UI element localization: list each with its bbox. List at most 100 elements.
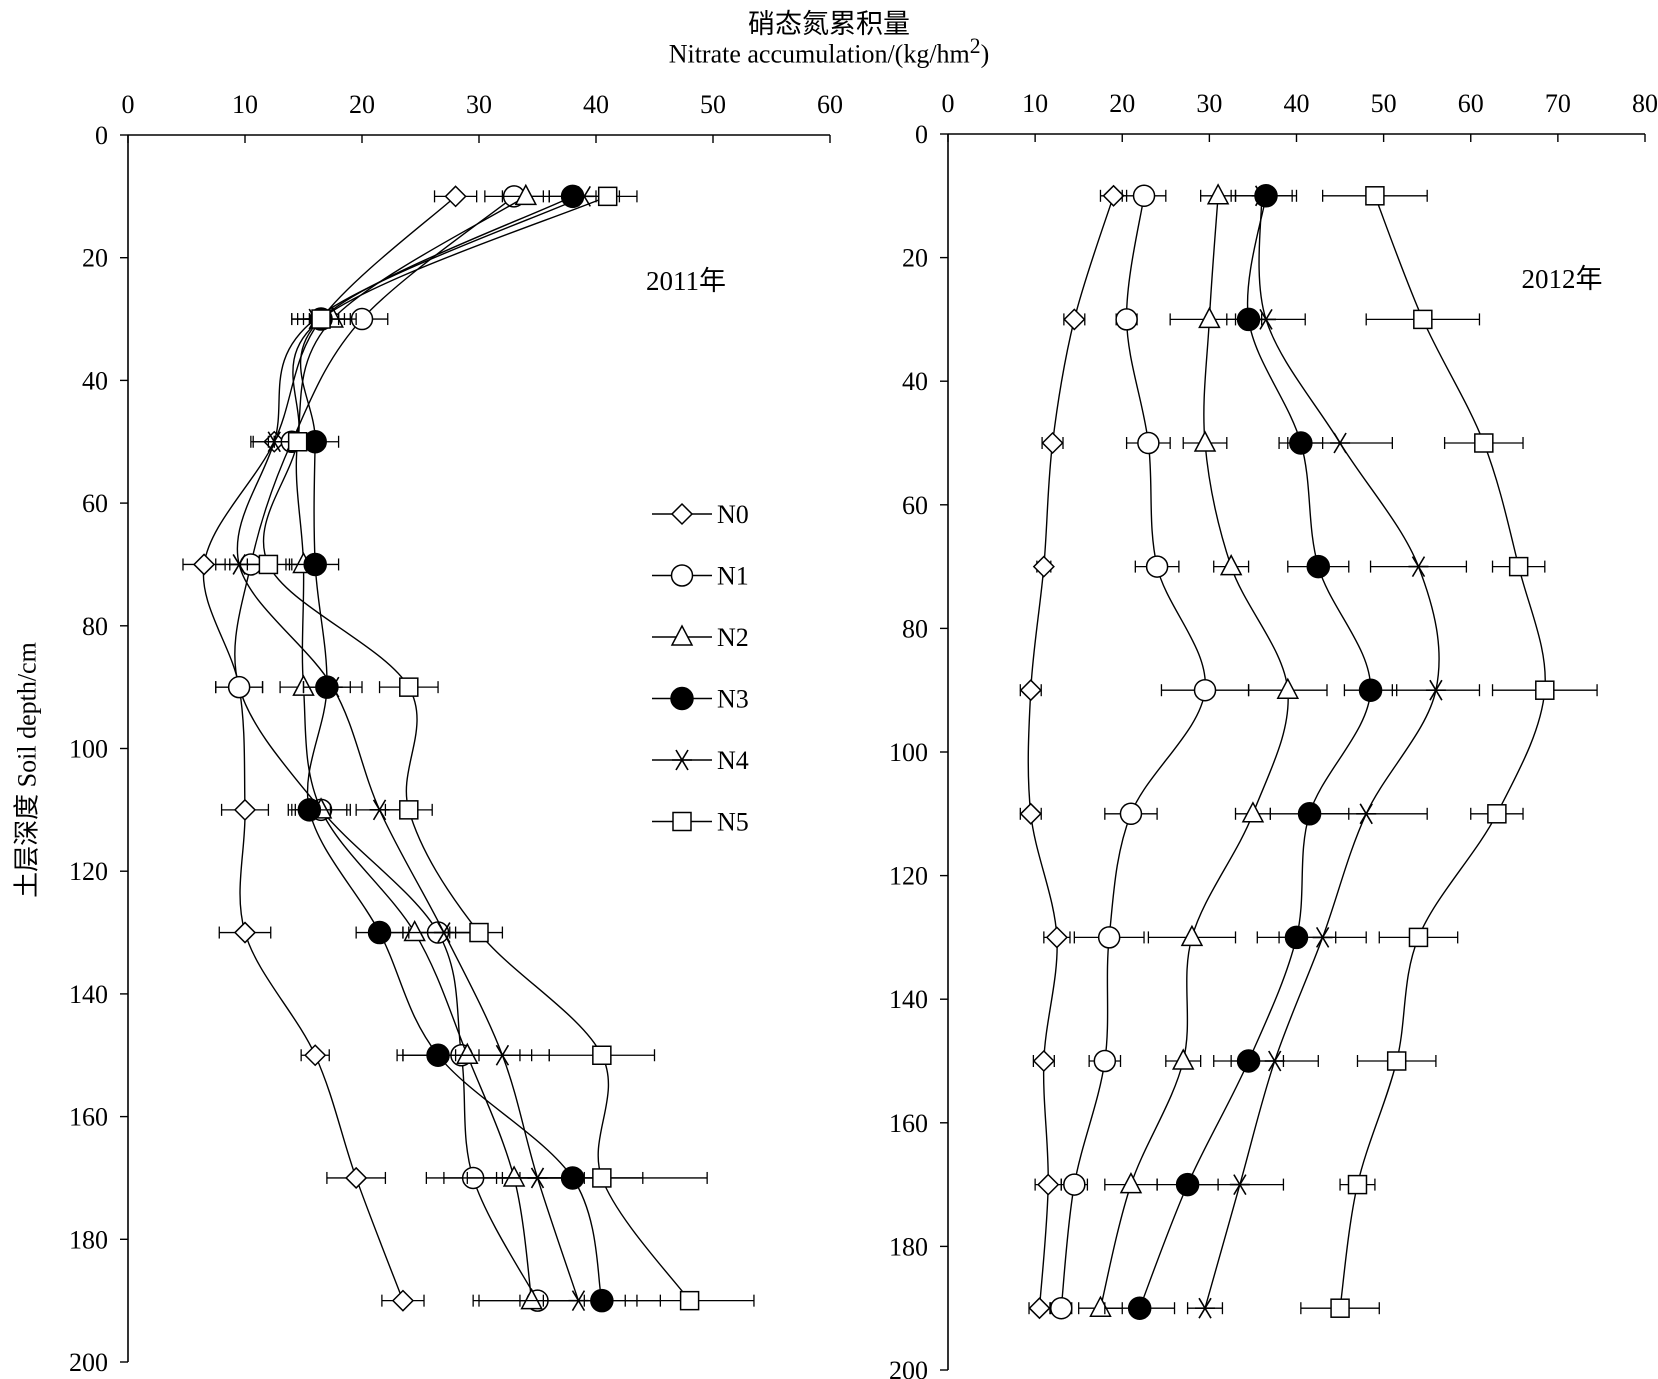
y-axis-label: 土层深度 Soil depth/cm xyxy=(12,642,42,898)
asterisk-stroke xyxy=(437,922,451,943)
data-point-N4 xyxy=(1264,1050,1285,1072)
legend-marker-N4 xyxy=(672,749,692,771)
data-point-N0 xyxy=(345,1166,368,1190)
series-N2 xyxy=(1078,183,1328,1317)
data-point-N4 xyxy=(1330,432,1351,454)
asterisk-stroke xyxy=(1198,1297,1212,1319)
data-point-N0 xyxy=(1045,926,1068,949)
data-point-N5 xyxy=(1508,556,1529,577)
data-point-N0 xyxy=(1041,431,1064,455)
series-line-N4 xyxy=(236,195,585,1301)
data-point-N1 xyxy=(1119,802,1143,826)
data-point-N3 xyxy=(303,552,327,577)
series-N4 xyxy=(215,185,638,1312)
series-line-N1 xyxy=(234,195,539,1301)
data-point-N4 xyxy=(229,554,250,575)
data-point-N1 xyxy=(1145,555,1169,578)
data-point-N1 xyxy=(1093,1049,1117,1073)
asterisk-stroke xyxy=(675,749,689,771)
x-tick-label: 50 xyxy=(700,90,726,119)
y-tick-label: 0 xyxy=(915,120,928,149)
series-N3 xyxy=(287,184,661,1313)
legend-item-N5: N5 xyxy=(652,808,749,837)
data-point-N5 xyxy=(399,800,419,820)
data-point-N2 xyxy=(1198,306,1221,329)
data-point-N2 xyxy=(456,1042,479,1064)
series-line-N5 xyxy=(262,195,691,1302)
data-point-N4 xyxy=(1356,803,1377,825)
legend-item-N1: N1 xyxy=(652,562,749,591)
x-tick-label: 40 xyxy=(1284,89,1310,118)
asterisk-stroke xyxy=(1411,556,1426,578)
data-point-N5 xyxy=(287,432,308,452)
x-tick-label: 10 xyxy=(1022,89,1048,118)
data-point-N3 xyxy=(367,920,392,945)
panel-title: 2011年 xyxy=(646,266,726,296)
asterisk-stroke xyxy=(326,676,340,698)
data-point-N4 xyxy=(492,1044,513,1066)
legend-label: N1 xyxy=(717,562,749,591)
y-tick-label: 160 xyxy=(889,1109,928,1138)
data-point-N1 xyxy=(1050,1296,1073,1320)
legend-marker-N0 xyxy=(670,502,694,526)
data-point-N2 xyxy=(1241,801,1265,823)
data-point-N2 xyxy=(1119,1171,1143,1194)
y-tick-label: 120 xyxy=(889,862,928,891)
series-line-N5 xyxy=(1339,195,1546,1309)
legend-marker-N3 xyxy=(670,686,694,711)
data-point-N5 xyxy=(1487,804,1507,824)
title-en-tail: ) xyxy=(980,39,990,69)
x-tick-label: 30 xyxy=(1196,89,1222,118)
panel-title: 2012年 xyxy=(1522,264,1603,294)
data-point-N5 xyxy=(469,922,489,943)
data-point-N0 xyxy=(444,185,467,208)
x-tick-label: 20 xyxy=(1109,89,1135,118)
data-point-N4 xyxy=(1195,1297,1216,1319)
y-tick-label: 60 xyxy=(902,491,928,520)
legend-item-N3: N3 xyxy=(652,685,749,714)
data-point-N2 xyxy=(1089,1295,1112,1317)
legend-marker-N2 xyxy=(670,624,694,646)
series-N2 xyxy=(273,183,585,1310)
y-tick-label: 160 xyxy=(69,1103,108,1132)
y-tick-label: 140 xyxy=(69,980,108,1009)
data-point-N4 xyxy=(1256,308,1277,330)
series-line-N1 xyxy=(1060,195,1206,1309)
asterisk-stroke xyxy=(232,554,246,575)
asterisk-stroke xyxy=(1429,679,1443,701)
y-tick-label: 20 xyxy=(82,244,108,273)
panel-2012: 0 10 20 30 40 50 60 70 80 0 20 40 60 80 100 120 140 160 18… xyxy=(889,89,1658,1379)
asterisk-stroke xyxy=(1333,432,1347,454)
series-line-N2 xyxy=(1099,195,1289,1309)
x-tick-label: 0 xyxy=(122,90,135,119)
legend-marker-N5 xyxy=(672,811,692,832)
y-tick-label: 200 xyxy=(889,1356,928,1379)
x-tick-label: 30 xyxy=(466,90,492,119)
y-tick-label: 180 xyxy=(69,1225,108,1254)
y-tick-label: 120 xyxy=(69,857,108,886)
data-point-N2 xyxy=(1193,430,1217,452)
series-line-N3 xyxy=(299,195,603,1301)
asterisk-stroke xyxy=(372,799,387,821)
x-tick-label: 60 xyxy=(1458,89,1484,118)
data-point-N2 xyxy=(1180,924,1204,947)
data-point-N4 xyxy=(433,922,454,943)
y-tick-label: 200 xyxy=(69,1348,108,1377)
y-tick-label: 40 xyxy=(82,366,108,395)
series-N0 xyxy=(182,185,478,1312)
legend-item-N4: N4 xyxy=(652,746,749,775)
y-tick-label: 0 xyxy=(95,121,108,150)
data-point-N1 xyxy=(1097,926,1121,949)
data-point-N1 xyxy=(1137,431,1160,455)
y-tick-label: 40 xyxy=(902,367,928,396)
y-tick-label: 60 xyxy=(82,489,108,518)
data-point-N3 xyxy=(426,1043,450,1067)
series-line-N4 xyxy=(1204,195,1440,1309)
data-point-N0 xyxy=(1102,184,1125,207)
data-point-N5 xyxy=(597,186,618,207)
data-point-N5 xyxy=(1386,1051,1407,1071)
series-line-N0 xyxy=(202,195,457,1301)
y-tick-label: 80 xyxy=(82,612,108,641)
asterisk-stroke xyxy=(495,1044,510,1066)
